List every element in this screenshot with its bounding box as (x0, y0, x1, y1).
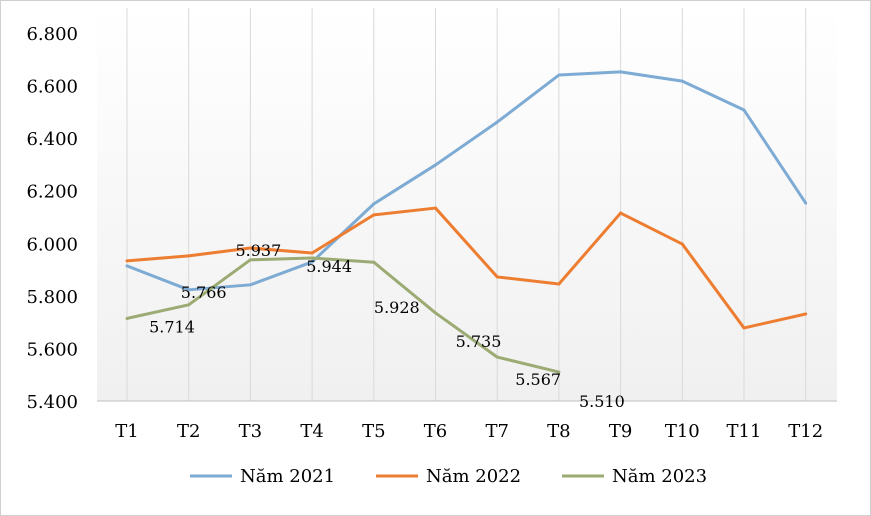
legend-label: Năm 2022 (426, 466, 521, 487)
data-point (804, 201, 808, 205)
y-tick-label: 6.600 (26, 77, 78, 98)
x-tick-label: T11 (727, 421, 762, 442)
data-point (372, 213, 376, 217)
data-point (742, 326, 746, 330)
data-point (248, 258, 252, 262)
data-point (557, 370, 561, 374)
data-point (125, 264, 129, 268)
x-tick-label: T7 (485, 421, 508, 442)
data-point (310, 256, 314, 260)
data-label: 5.937 (235, 241, 281, 260)
x-tick-label: T8 (547, 421, 570, 442)
data-point (619, 211, 623, 215)
data-point (187, 303, 191, 307)
data-point (434, 311, 437, 315)
data-point (495, 120, 499, 124)
series-line-2 (126, 206, 807, 330)
y-tick-label: 5.800 (26, 287, 78, 308)
data-point (434, 163, 437, 167)
x-tick-label: T1 (115, 421, 138, 442)
data-label: 5.567 (515, 370, 561, 389)
legend-label: Năm 2023 (612, 466, 707, 487)
x-tick-label: T5 (362, 421, 385, 442)
data-point (310, 260, 314, 264)
x-tick-label: T12 (788, 421, 823, 442)
y-tick-label: 5.400 (26, 392, 78, 413)
data-point (125, 259, 129, 263)
y-tick-label: 5.600 (26, 339, 78, 360)
data-point (495, 275, 499, 279)
legend-label: Năm 2021 (240, 466, 335, 487)
y-tick-label: 6.000 (26, 234, 78, 255)
data-label: 5.714 (149, 317, 195, 336)
data-point (680, 79, 684, 83)
data-label: 5.510 (579, 392, 625, 411)
data-point (248, 246, 252, 250)
y-tick-label: 6.800 (26, 24, 78, 45)
data-point (434, 206, 437, 210)
data-point (742, 108, 746, 112)
x-tick-label: T6 (424, 421, 447, 442)
data-point (495, 355, 499, 359)
series-line-1 (126, 70, 807, 292)
series-line-3 (126, 256, 560, 374)
data-point (187, 254, 191, 258)
x-tick-label: T4 (300, 421, 323, 442)
y-tick-label: 6.400 (26, 129, 78, 150)
data-point (557, 282, 561, 286)
data-label: 5.766 (181, 283, 227, 302)
data-point (557, 73, 561, 77)
x-tick-label: T10 (665, 421, 700, 442)
data-point (248, 283, 252, 287)
data-point (310, 251, 314, 255)
data-point (125, 316, 129, 320)
data-label: 5.944 (306, 257, 352, 276)
data-point (187, 288, 191, 292)
data-point (619, 70, 623, 74)
data-point (680, 242, 684, 246)
x-tick-label: T9 (609, 421, 632, 442)
data-point (372, 260, 376, 264)
data-label: 5.928 (374, 298, 420, 317)
data-point (804, 312, 808, 316)
data-label: 5.735 (456, 332, 502, 351)
x-tick-label: T3 (239, 421, 262, 442)
x-tick-label: T2 (177, 421, 200, 442)
data-point (372, 202, 376, 206)
y-tick-label: 6.200 (26, 182, 78, 203)
